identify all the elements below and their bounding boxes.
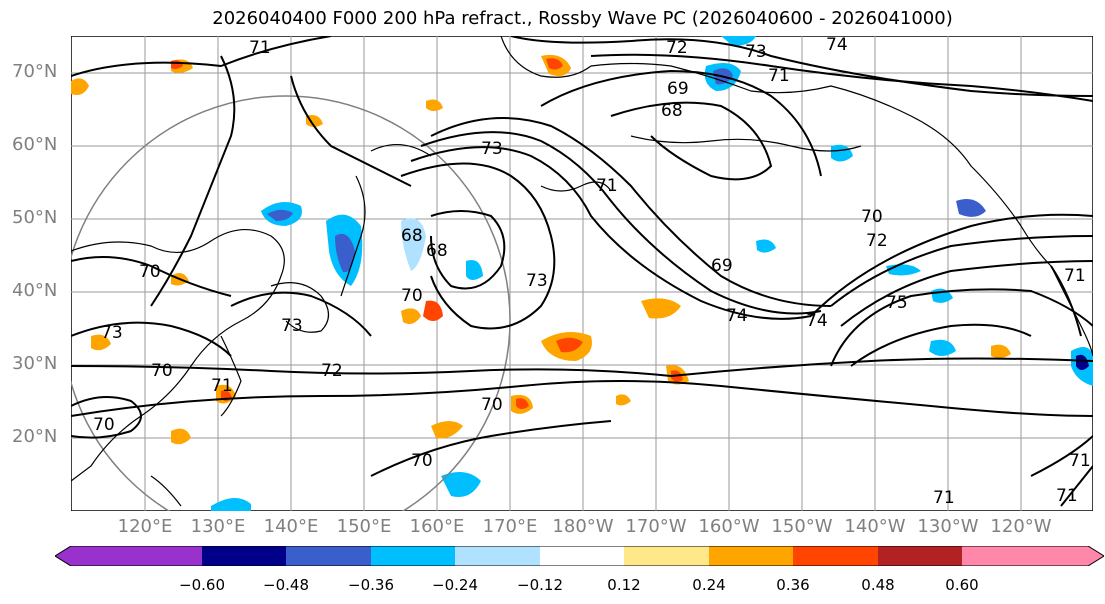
contour-label: 73 <box>101 323 123 343</box>
coastlines <box>71 36 1093 507</box>
contour-label: 69 <box>667 79 689 99</box>
lat-label-70n: 70°N <box>12 61 58 82</box>
colorbar-tick: 0.24 <box>692 576 726 594</box>
colorbar-segment <box>878 546 962 566</box>
contour-label: 70 <box>411 451 433 471</box>
lon-label-150w: 150°W <box>771 516 833 537</box>
colorbar-tick: −0.48 <box>263 576 309 594</box>
colorbar-tick: −0.12 <box>517 576 563 594</box>
contour-label: 70 <box>93 415 115 435</box>
contour-label: 71 <box>249 38 271 58</box>
lat-label-50n: 50°N <box>12 207 58 228</box>
lat-label-40n: 40°N <box>12 280 58 301</box>
contour-label: 75 <box>886 293 908 313</box>
colorbar-tick: −0.24 <box>432 576 478 594</box>
lon-label-120w: 120°W <box>990 516 1052 537</box>
positive-anomaly-patches <box>71 54 1011 445</box>
contour-lines <box>71 36 1093 507</box>
contour-label: 72 <box>866 231 888 251</box>
colorbar-segment <box>709 546 793 566</box>
contour-label: 71 <box>211 376 233 396</box>
contour-label: 71 <box>933 488 955 508</box>
colorbar-segment <box>540 546 624 566</box>
colorbar-tick: 0.48 <box>861 576 895 594</box>
contour-label: 73 <box>745 42 767 62</box>
contour-label: 68 <box>426 241 448 261</box>
colorbar-tick: −0.36 <box>348 576 394 594</box>
colorbar-segment <box>286 546 371 566</box>
contour-label: 70 <box>861 207 883 227</box>
lat-label-60n: 60°N <box>12 134 58 155</box>
contour-label: 70 <box>151 361 173 381</box>
lon-label-140e: 140°E <box>263 516 319 537</box>
contour-label: 73 <box>526 271 548 291</box>
map-panel: 71 72 73 74 71 69 68 73 71 70 72 69 68 6… <box>71 36 1093 511</box>
colorbar-segment <box>202 546 286 566</box>
colorbar-segment <box>455 546 540 566</box>
contour-label: 73 <box>481 139 503 159</box>
colorbar-segment <box>55 546 202 566</box>
map-frame <box>71 36 1093 511</box>
lon-label-180w: 180°W <box>552 516 614 537</box>
contour-label: 71 <box>1056 486 1078 506</box>
colorbar <box>55 546 1104 566</box>
lon-label-170e: 170°E <box>482 516 538 537</box>
colorbar-tick: 0.12 <box>607 576 641 594</box>
lat-label-30n: 30°N <box>12 353 58 374</box>
contour-label: 74 <box>826 36 848 55</box>
map-title: 2026040400 F000 200 hPa refract., Rossby… <box>212 8 953 29</box>
contour-label: 68 <box>661 101 683 121</box>
contour-label: 73 <box>281 316 303 336</box>
colorbar-segment <box>371 546 455 566</box>
lat-label-20n: 20°N <box>12 426 58 447</box>
contour-label: 71 <box>1069 451 1091 471</box>
contour-label: 72 <box>666 38 688 58</box>
region-circle <box>71 95 511 511</box>
colorbar-segment <box>624 546 709 566</box>
contour-label: 70 <box>481 395 503 415</box>
lon-label-120e: 120°E <box>117 516 173 537</box>
contour-label: 70 <box>139 262 161 282</box>
contour-label: 74 <box>726 306 748 326</box>
lon-label-140w: 140°W <box>844 516 906 537</box>
lon-label-160e: 160°E <box>409 516 465 537</box>
lon-label-130w: 130°W <box>917 516 979 537</box>
contour-label: 71 <box>596 176 618 196</box>
colorbar-tick: −0.60 <box>179 576 225 594</box>
colorbar-segment <box>962 546 1104 566</box>
contour-label: 68 <box>401 226 423 246</box>
lon-label-160w: 160°W <box>698 516 760 537</box>
contour-label: 69 <box>711 256 733 276</box>
lon-label-170w: 170°W <box>625 516 687 537</box>
contour-label: 70 <box>401 286 423 306</box>
negative-anomaly-patches <box>211 36 1093 511</box>
contour-label: 71 <box>1064 266 1086 286</box>
contour-label: 72 <box>321 361 343 381</box>
lon-label-130e: 130°E <box>190 516 246 537</box>
contour-label: 74 <box>806 311 828 331</box>
lon-label-150e: 150°E <box>336 516 392 537</box>
colorbar-tick: 0.60 <box>945 576 979 594</box>
colorbar-tick: 0.36 <box>776 576 810 594</box>
contour-label: 71 <box>768 66 790 86</box>
colorbar-segment <box>793 546 878 566</box>
